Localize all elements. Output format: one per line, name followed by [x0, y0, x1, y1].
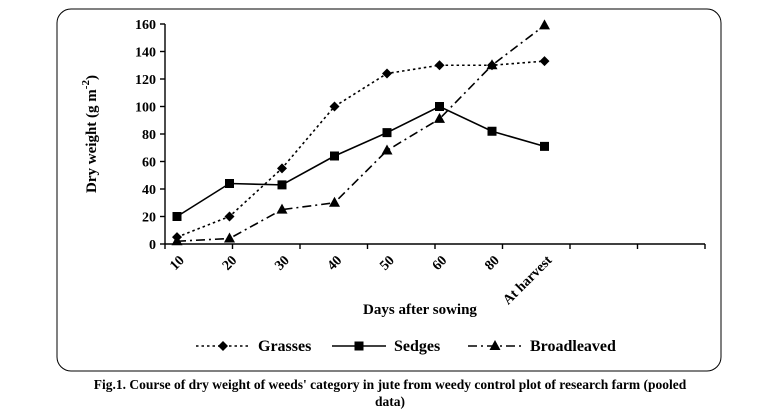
- y-tick-label: 160: [135, 18, 156, 33]
- data-point-sedges: [540, 141, 549, 151]
- y-axis-title: Dry weight (g m-2): [80, 75, 100, 193]
- legend-marker: [354, 341, 364, 351]
- data-point-sedges: [330, 151, 339, 161]
- y-tick-label: 20: [142, 211, 156, 226]
- series-line-grasses: [176, 60, 545, 238]
- y-axis-title-text: Dry weight (g m-2): [80, 75, 100, 193]
- y-tick-label: 80: [142, 128, 156, 143]
- data-point-grasses: [277, 163, 287, 174]
- series-line-broadleaved: [176, 24, 545, 243]
- data-point-grasses: [382, 68, 392, 79]
- data-point-broadleaved: [329, 196, 340, 207]
- data-point-sedges: [487, 126, 497, 136]
- data-point-broadleaved: [171, 235, 183, 246]
- legend-marker: [218, 341, 228, 351]
- series-line-sedges: [176, 105, 545, 218]
- series-layer: [171, 19, 550, 246]
- chart-frame: [56, 8, 722, 372]
- series-broadleaved: [171, 19, 550, 246]
- legend-label: Broadleaved: [530, 338, 616, 355]
- data-point-broadleaved: [539, 19, 550, 30]
- data-point-grasses: [224, 211, 235, 222]
- legend-label: Grasses: [258, 338, 311, 355]
- y-ticks: 0 20 40 60 80 100 120 140 160: [135, 18, 165, 253]
- series-sedges: [172, 102, 549, 221]
- data-point-broadleaved: [381, 144, 393, 155]
- data-point-sedges: [225, 179, 234, 188]
- axes: [164, 24, 705, 245]
- x-tick-label: 80: [482, 253, 503, 274]
- y-tick-label: 60: [142, 156, 156, 171]
- x-tick-label: 10: [167, 253, 188, 274]
- data-point-grasses: [539, 56, 550, 67]
- x-tick-label: At harvest: [500, 253, 555, 308]
- caption-line-2: data): [375, 394, 405, 409]
- data-point-broadleaved: [486, 59, 498, 70]
- data-point-broadleaved: [224, 232, 235, 243]
- data-point-sedges: [382, 128, 392, 138]
- figure-caption: Fig.1. Course of dry weight of weeds' ca…: [20, 376, 760, 410]
- caption-line-1: Fig.1. Course of dry weight of weeds' ca…: [93, 377, 687, 392]
- data-point-sedges: [172, 212, 182, 221]
- x-tick-label: 20: [220, 253, 241, 274]
- data-point-broadleaved: [434, 112, 445, 123]
- legend: Grasses Sedges Broadleaved: [196, 338, 616, 355]
- data-point-sedges: [277, 180, 287, 190]
- legend-item-grasses: Grasses: [196, 338, 311, 355]
- x-tick-label: 30: [272, 253, 293, 274]
- x-tick-label: 40: [325, 253, 346, 274]
- y-tick-label: 140: [135, 46, 156, 61]
- data-point-grasses: [434, 60, 445, 71]
- data-point-broadleaved: [276, 203, 288, 214]
- legend-label: Sedges: [394, 338, 440, 355]
- y-tick-label: 40: [142, 183, 156, 198]
- legend-item-sedges: Sedges: [332, 338, 440, 355]
- legend-item-broadleaved: Broadleaved: [468, 338, 616, 355]
- y-tick-label: 120: [135, 73, 156, 88]
- y-tick-label: 0: [149, 238, 156, 253]
- data-point-grasses: [329, 101, 340, 112]
- x-tick-label: 50: [377, 253, 398, 274]
- x-axis-title: Days after sowing: [363, 302, 477, 318]
- data-point-sedges: [435, 102, 444, 111]
- x-tick-label: 60: [430, 253, 451, 274]
- y-tick-label: 100: [135, 101, 156, 116]
- legend-marker: [489, 340, 501, 350]
- series-grasses: [172, 56, 550, 243]
